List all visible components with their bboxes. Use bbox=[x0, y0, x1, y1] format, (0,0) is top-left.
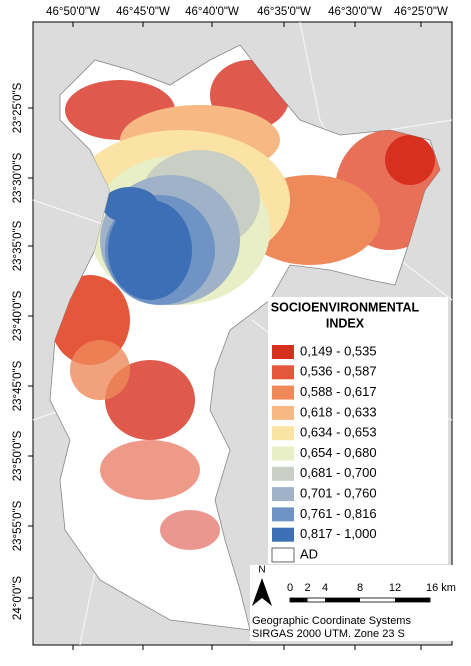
legend-swatch bbox=[272, 385, 294, 400]
legend-swatch bbox=[272, 405, 294, 420]
longitude-label: 46°45'0"W bbox=[116, 6, 170, 18]
legend-label: 0,634 - 0,653 bbox=[300, 425, 377, 440]
latitude-label: 23°50'0"S bbox=[12, 430, 24, 481]
legend-label: 0,817 - 1,000 bbox=[300, 526, 377, 541]
legend-swatch bbox=[272, 426, 294, 441]
legend-swatch bbox=[272, 527, 294, 542]
latitude-label: 23°30'0"S bbox=[12, 152, 24, 203]
legend-swatch bbox=[272, 446, 294, 461]
legend-swatch bbox=[272, 345, 294, 359]
latitude-label: 23°35'0"S bbox=[12, 220, 24, 271]
index-patches bbox=[50, 60, 440, 550]
north-arrow bbox=[252, 578, 272, 606]
latitude-label: 23°55'0"S bbox=[12, 500, 24, 551]
north-label: N bbox=[258, 565, 265, 576]
legend-swatch bbox=[272, 466, 294, 481]
scale-segment bbox=[395, 598, 430, 602]
scale-label: 8 bbox=[357, 582, 363, 594]
legend-swatch bbox=[272, 365, 294, 380]
scale-label: 4 bbox=[322, 582, 328, 594]
footer-line: SIRGAS 2000 UTM. Zone 23 S bbox=[252, 628, 405, 640]
legend-box bbox=[268, 297, 448, 564]
scale-segment bbox=[325, 598, 360, 602]
legend-swatch bbox=[272, 507, 294, 522]
legend-label: 0,681 - 0,700 bbox=[300, 465, 377, 480]
latitude-label: 24°0'0"S bbox=[12, 576, 24, 620]
legend-label: 0,149 - 0,535 bbox=[300, 343, 377, 358]
longitude-label: 46°50'0"W bbox=[46, 6, 100, 18]
scale-box bbox=[250, 565, 455, 641]
legend-label: 0,761 - 0,816 bbox=[300, 506, 377, 521]
legend-label: 0,701 - 0,760 bbox=[300, 486, 377, 501]
scale-segment bbox=[290, 598, 308, 602]
legend-label: AD bbox=[300, 546, 318, 561]
footer-line: Geographic Coordinate Systems bbox=[252, 615, 411, 627]
longitude-label: 46°40'0"W bbox=[185, 6, 239, 18]
scale-label: 0 bbox=[287, 582, 293, 594]
longitude-label: 46°35'0"W bbox=[257, 6, 311, 18]
longitude-label: 46°30'0"W bbox=[328, 6, 382, 18]
legend-swatch bbox=[272, 487, 294, 502]
longitude-label: 46°25'0"W bbox=[394, 6, 448, 18]
latitude-label: 23°40'0"S bbox=[12, 290, 24, 341]
scale-label: 16 km bbox=[426, 582, 456, 594]
legend-swatch bbox=[271, 547, 295, 563]
legend-title: SOCIOENVIRONMENTAL bbox=[271, 300, 420, 314]
scale-label: 2 bbox=[304, 582, 310, 594]
latitude-label: 23°45'0"S bbox=[12, 360, 24, 411]
legend-label: 0,588 - 0,617 bbox=[300, 384, 377, 399]
legend-label: 0,618 - 0,633 bbox=[300, 404, 377, 419]
legend-title: INDEX bbox=[326, 316, 365, 330]
latitude-label: 23°25'0"S bbox=[12, 82, 24, 133]
frame-ticks bbox=[28, 22, 422, 650]
legend-label: 0,654 - 0,680 bbox=[300, 445, 377, 460]
scale-label: 12 bbox=[389, 582, 401, 594]
legend-label: 0,536 - 0,587 bbox=[300, 364, 377, 379]
